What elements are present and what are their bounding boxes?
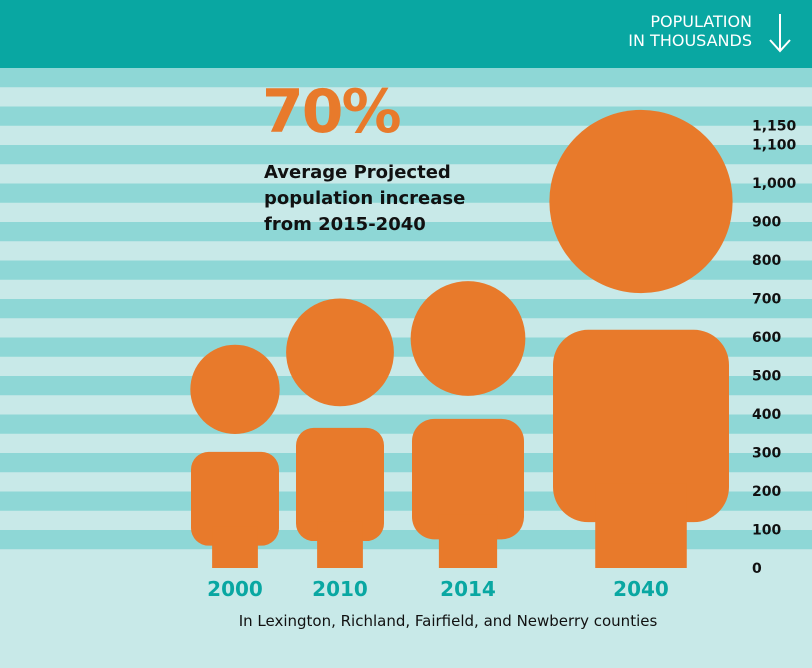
highlight-percentage: 70%: [262, 77, 402, 147]
figure-2010: [286, 298, 394, 568]
caption-line-1: Average Projected: [264, 162, 451, 183]
title-line-1: POPULATION: [650, 12, 752, 31]
category-label: 2000: [207, 577, 263, 601]
figure-legs: [317, 521, 363, 568]
caption-line-2: population increase: [264, 188, 466, 209]
y-tick-label: 700: [752, 292, 781, 308]
y-tick-label: 0: [752, 561, 762, 577]
y-tick-label: 200: [752, 484, 781, 500]
stripe: [0, 68, 812, 88]
stripe: [0, 299, 812, 319]
figure-2014: [410, 281, 526, 568]
figure-2040: [549, 109, 733, 568]
figure-legs: [438, 514, 498, 568]
figure-2000: [190, 344, 280, 568]
arrow-down-icon: [769, 14, 791, 53]
stripe: [0, 106, 812, 126]
y-tick-label: 500: [752, 369, 781, 385]
y-tick-label: 900: [752, 215, 781, 231]
y-tick-label: 1,100: [752, 138, 797, 154]
figure-legs: [595, 483, 687, 568]
y-tick-label: 300: [752, 446, 781, 462]
figure-marks: [190, 109, 733, 568]
y-tick-label: 100: [752, 523, 781, 539]
figure-legs: [212, 526, 258, 568]
category-label: 2014: [440, 577, 496, 601]
footnote: In Lexington, Richland, Fairfield, and N…: [238, 612, 658, 630]
y-tick-label: 800: [752, 253, 781, 269]
figure-body: [296, 427, 384, 542]
y-tick-label: 1,000: [752, 176, 797, 192]
figure-head: [549, 109, 733, 294]
y-tick-label: 400: [752, 407, 781, 423]
category-label: 2010: [312, 577, 368, 601]
y-tick-label: 1,150: [752, 118, 797, 134]
stripe: [0, 530, 812, 550]
chart-title: POPULATION IN THOUSANDS: [452, 12, 752, 50]
header-bar: POPULATION IN THOUSANDS: [0, 0, 812, 68]
y-tick-label: 600: [752, 330, 781, 346]
category-label: 2040: [613, 577, 669, 601]
figure-head: [190, 344, 280, 435]
title-line-2: IN THOUSANDS: [628, 31, 752, 50]
figure-head: [410, 281, 526, 396]
caption-line-3: from 2015-2040: [264, 214, 426, 235]
figure-head: [286, 298, 394, 407]
y-tick-labels: 0 100 200 300 400 500 600 700 800 900 1,000 1,100 1,…: [752, 118, 797, 577]
category-labels: 2000 2010 2014 2040: [207, 577, 669, 601]
highlight-caption: Average Projected population increase fr…: [264, 160, 504, 238]
figure-body: [191, 451, 279, 546]
figure-body: [412, 418, 524, 540]
figure-body: [553, 329, 729, 523]
